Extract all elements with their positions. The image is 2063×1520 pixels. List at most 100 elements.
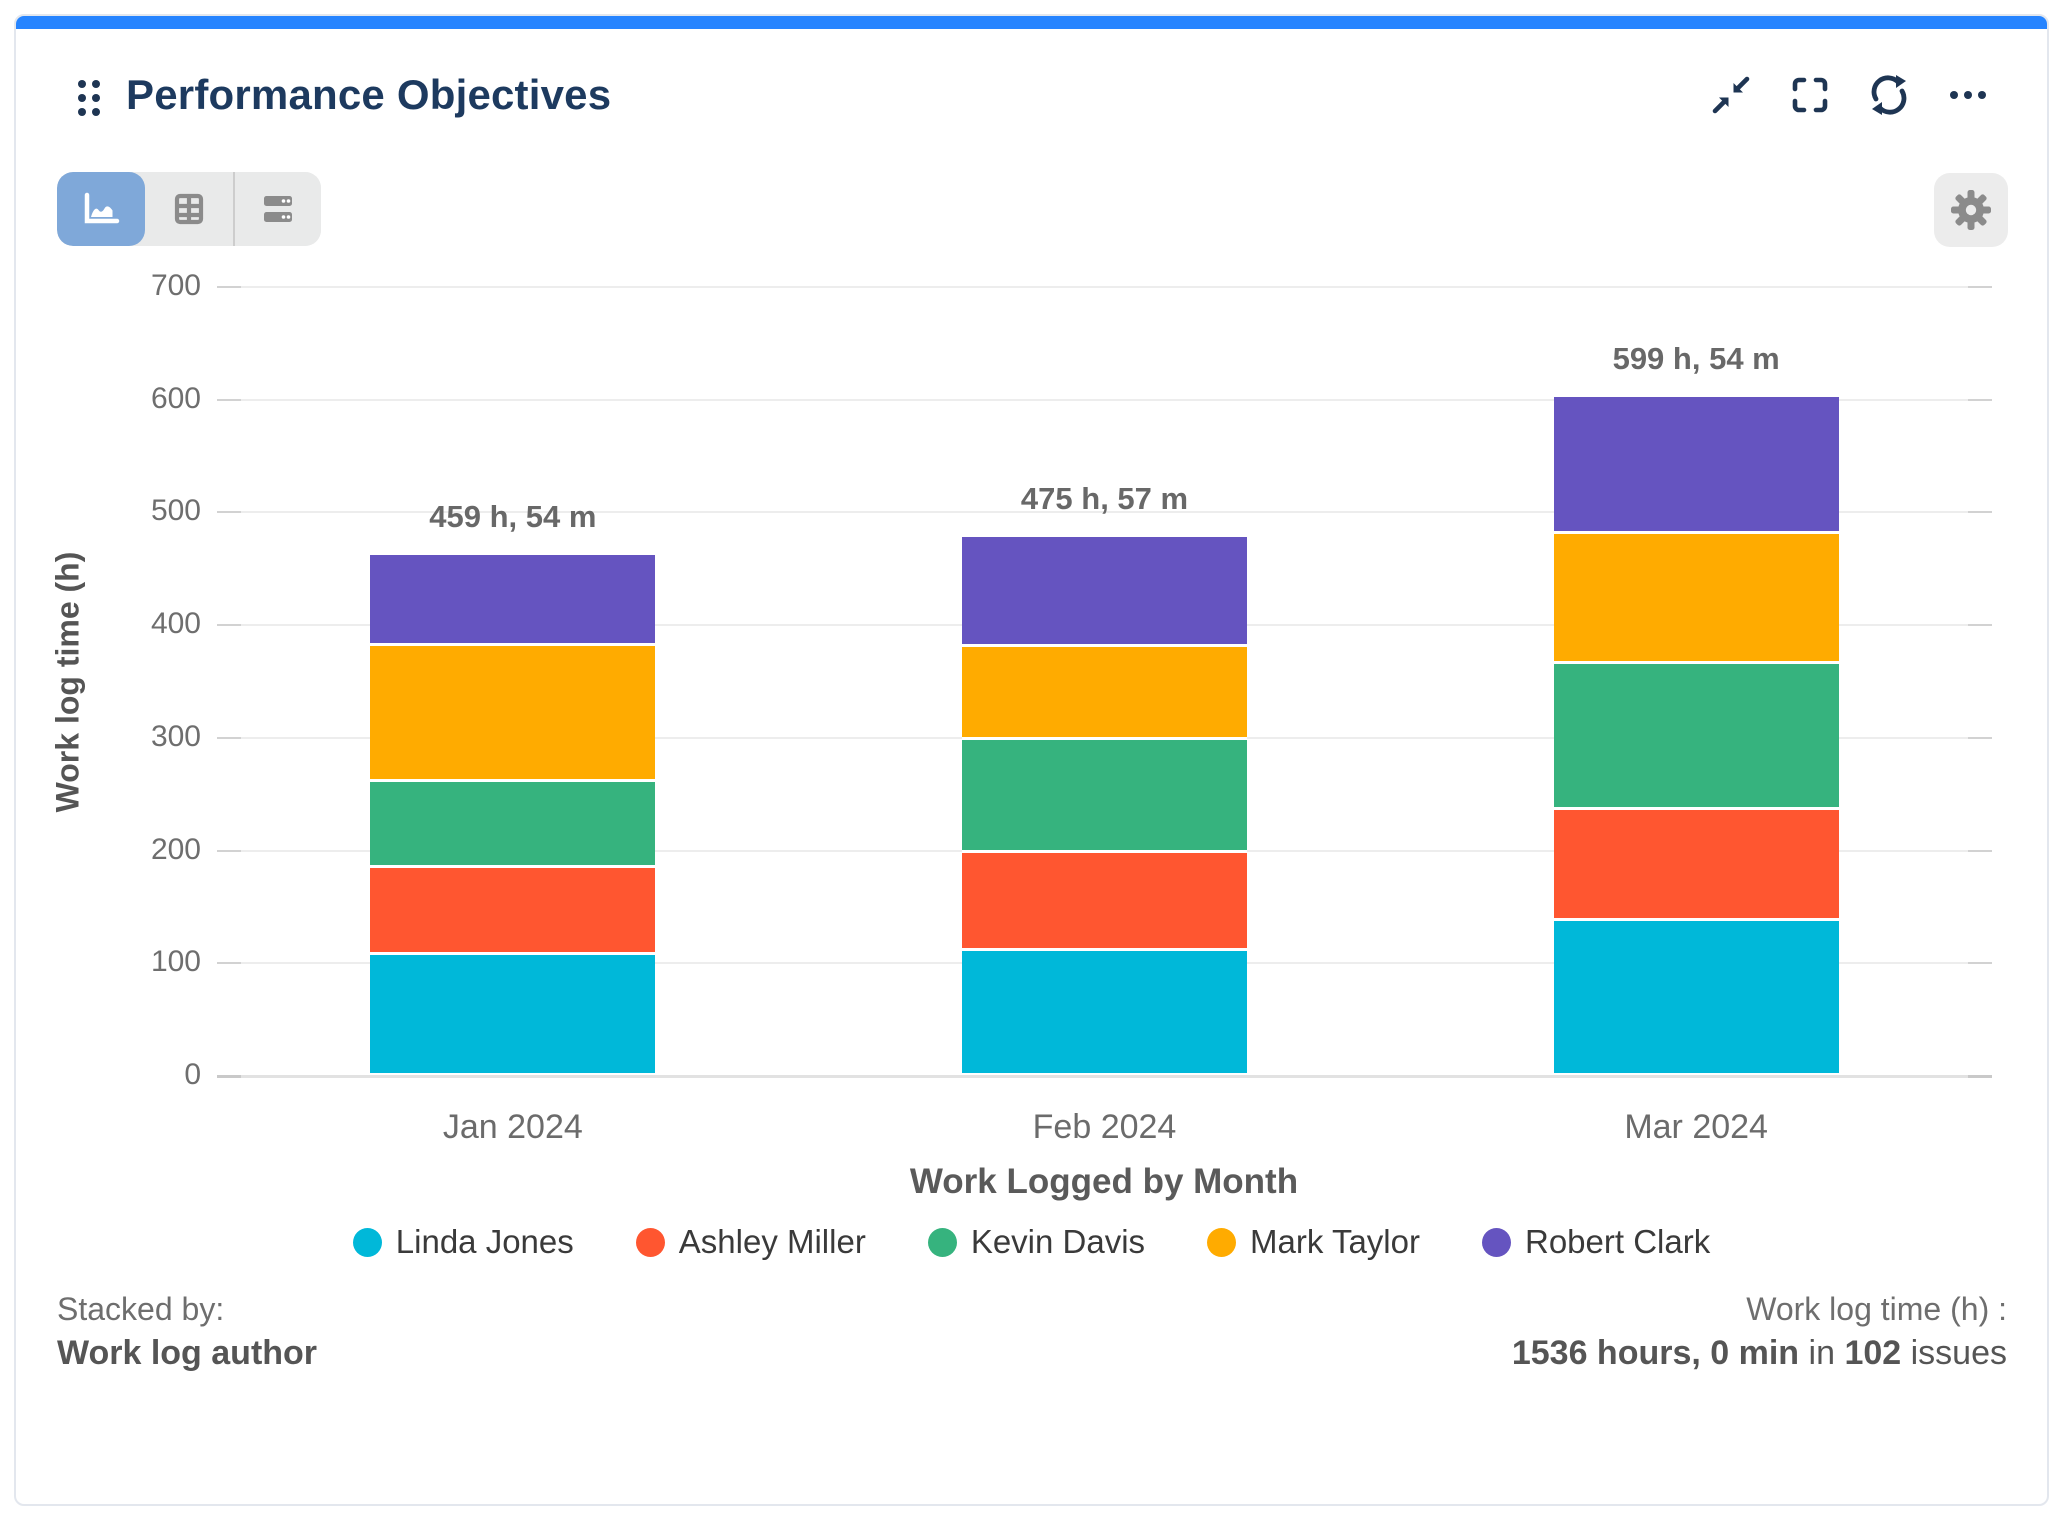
collapse-icon [1712, 76, 1750, 114]
table-view-button[interactable] [145, 172, 233, 246]
y-tick-label: 0 [184, 1058, 201, 1091]
bar-segment[interactable] [370, 645, 656, 783]
bar-total-label: 599 h, 54 m [1612, 340, 1780, 376]
more-button[interactable] [1945, 72, 1991, 118]
y-tick-mark [1968, 398, 1992, 401]
stacked-by-value: Work log author [57, 1334, 318, 1373]
bar-total-label: 475 h, 57 m [1020, 480, 1189, 516]
gridline [217, 511, 1992, 514]
refresh-icon [1871, 75, 1907, 115]
y-tick-label: 700 [150, 269, 201, 302]
y-tick-label: 200 [150, 832, 201, 866]
legend-item[interactable]: Ashley Miller [635, 1223, 866, 1261]
total-issue-count: 102 [1844, 1334, 1902, 1373]
y-tick-mark [217, 1075, 241, 1078]
bar-segment[interactable] [962, 536, 1247, 647]
fullscreen-icon [1792, 77, 1828, 113]
legend-dot [635, 1227, 665, 1257]
legend-item[interactable]: Linda Jones [352, 1223, 574, 1261]
y-axis-title: Work log time (h) [49, 551, 86, 813]
y-tick-mark [1968, 962, 1992, 965]
total-mid: in [1799, 1334, 1845, 1373]
bar-segment[interactable] [962, 951, 1247, 1073]
legend-label: Mark Taylor [1250, 1223, 1420, 1260]
y-tick-mark [217, 286, 241, 288]
y-tick-mark [217, 511, 241, 514]
y-tick-mark [217, 736, 241, 739]
y-tick-mark [1968, 624, 1992, 627]
gridline [217, 1075, 1992, 1078]
y-tick-mark [1968, 286, 1992, 288]
settings-button[interactable] [1934, 173, 2008, 247]
y-tick-label: 100 [150, 945, 201, 979]
y-tick-mark [217, 849, 241, 852]
bar-segment[interactable] [370, 554, 656, 646]
legend-item[interactable]: Mark Taylor [1207, 1223, 1420, 1261]
bar-segment[interactable] [962, 646, 1247, 741]
table-icon [174, 193, 204, 225]
bar-total-label: 459 h, 54 m [429, 498, 597, 534]
refresh-button[interactable] [1866, 72, 1912, 118]
ellipsis-icon [1950, 91, 1986, 99]
total-tail: issues [1901, 1334, 2007, 1373]
legend-label: Linda Jones [395, 1223, 574, 1260]
y-tick-mark [1968, 849, 1992, 852]
bar-segment[interactable] [1553, 810, 1839, 921]
gridline [217, 286, 1992, 288]
stacked-by-block: Stacked by: Work log author [57, 1288, 317, 1377]
legend-dot [927, 1227, 957, 1257]
stacked-bar-chart: Work log time (h) Work Logged by Month L… [16, 16, 2047, 1504]
gridline [217, 398, 1992, 401]
y-tick-mark [217, 624, 241, 627]
header-actions [1708, 72, 1991, 118]
legend-label: Kevin Davis [970, 1223, 1146, 1260]
y-tick-label: 600 [150, 381, 201, 415]
total-block: Work log time (h) : 1536 hours, 0 min in… [1512, 1288, 2007, 1377]
x-tick-label: Mar 2024 [1624, 1108, 1768, 1146]
bar-segment[interactable] [1553, 920, 1839, 1073]
x-axis-title: Work Logged by Month [909, 1162, 1299, 1201]
gadget-title: Performance Objectives [126, 71, 612, 118]
legend-item[interactable]: Kevin Davis [927, 1223, 1146, 1261]
bar-segment[interactable] [370, 782, 656, 868]
legend-dot [352, 1227, 382, 1257]
gadget-card: Performance Objectives [14, 14, 2049, 1506]
y-tick-mark [217, 962, 241, 965]
legend-dot [1207, 1227, 1237, 1257]
accent-bar [16, 16, 2047, 29]
x-tick-label: Feb 2024 [1032, 1108, 1177, 1146]
bar-segment[interactable] [1553, 663, 1839, 811]
area-chart-icon [84, 192, 120, 224]
rows-view-button[interactable] [233, 172, 321, 246]
collapse-button[interactable] [1708, 72, 1754, 118]
chart-view-button[interactable] [57, 172, 145, 246]
bar-segment[interactable] [370, 954, 656, 1073]
y-tick-label: 300 [150, 719, 201, 753]
drag-handle-icon[interactable] [78, 80, 100, 116]
y-tick-label: 500 [150, 494, 201, 528]
legend-label: Ashley Miller [678, 1223, 866, 1260]
bar-segment[interactable] [370, 867, 656, 955]
x-tick-label: Jan 2024 [442, 1108, 583, 1146]
y-tick-mark [1968, 736, 1992, 739]
total-hours: 1536 hours, 0 min [1511, 1334, 1800, 1373]
bar-segment[interactable] [1553, 534, 1839, 664]
legend-label: Robert Clark [1524, 1223, 1711, 1260]
gear-icon [1951, 190, 1991, 230]
bar-segment[interactable] [962, 853, 1247, 952]
view-toggle [57, 172, 321, 246]
legend-dot [1481, 1227, 1511, 1257]
bar-segment[interactable] [962, 740, 1247, 854]
rows-icon [264, 196, 292, 222]
fullscreen-button[interactable] [1787, 72, 1833, 118]
bar-segment[interactable] [1553, 396, 1839, 535]
y-tick-label: 400 [150, 607, 201, 641]
stacked-by-label: Stacked by: [57, 1291, 225, 1327]
y-tick-mark [217, 398, 241, 401]
y-tick-mark [1968, 1075, 1992, 1078]
chart-legend: Linda Jones Ashley Miller Kevin Davis Mark … [16, 1223, 2047, 1261]
total-label: Work log time (h) : [1746, 1291, 2007, 1327]
legend-item[interactable]: Robert Clark [1481, 1223, 1711, 1261]
y-tick-mark [1968, 511, 1992, 514]
total-value: 1536 hours, 0 min in 102 issues [1512, 1331, 2007, 1377]
